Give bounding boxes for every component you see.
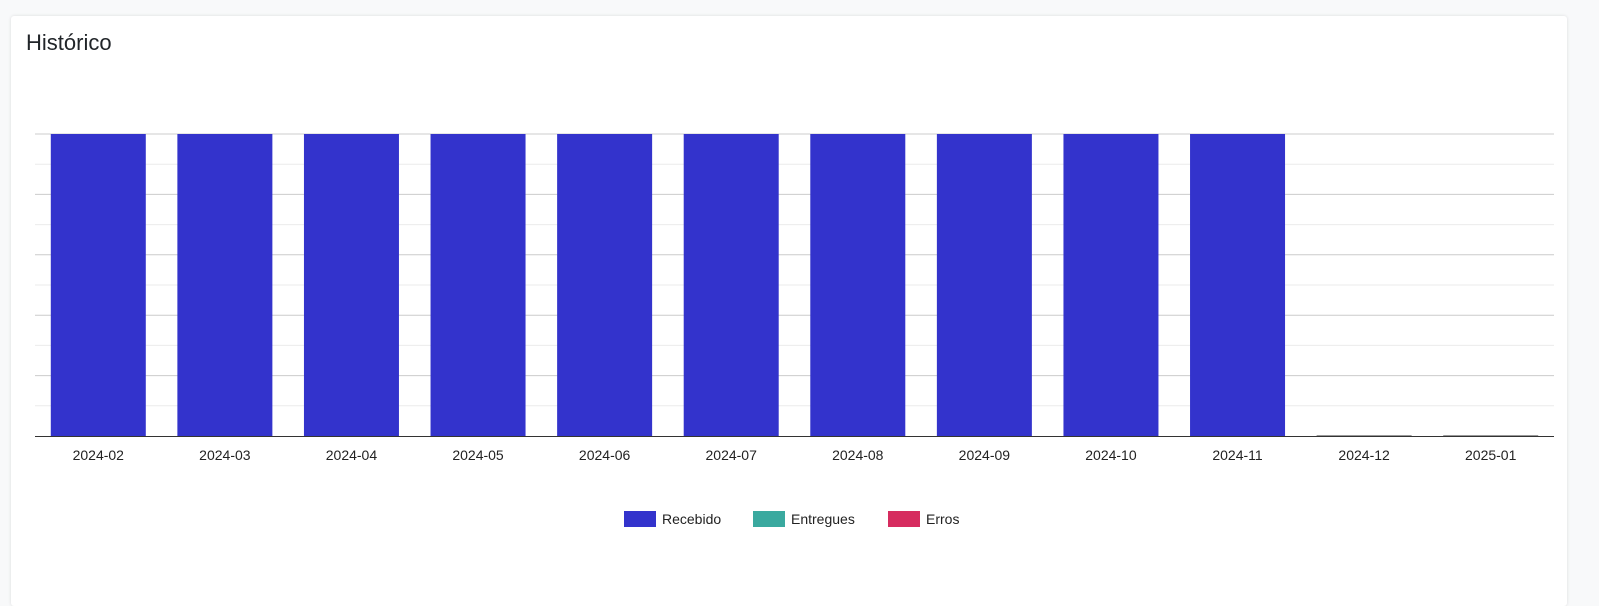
bar-recebido-2024-06[interactable]	[557, 134, 653, 436]
legend-swatch-entregues[interactable]	[753, 511, 785, 527]
x-tick-label: 2024-11	[1212, 447, 1263, 463]
bar-recebido-2024-08[interactable]	[810, 134, 906, 436]
chart-bars	[50, 134, 1539, 436]
x-tick-label: 2024-12	[1338, 447, 1390, 463]
x-tick-label: 2024-08	[832, 447, 884, 463]
legend-label-entregues[interactable]: Entregues	[791, 511, 855, 527]
bar-recebido-2024-04[interactable]	[303, 134, 399, 436]
bar-recebido-2025-01[interactable]	[1443, 435, 1539, 436]
chart-gridlines	[35, 133, 1554, 407]
x-tick-label: 2024-05	[452, 447, 504, 463]
chart-x-axis: 2024-02 2024-03 2024-04 2024-05 2024-06 2024-…	[35, 436, 1554, 463]
legend-swatch-erros[interactable]	[888, 511, 920, 527]
legend-swatch-recebido[interactable]	[624, 511, 656, 527]
legend-label-erros[interactable]: Erros	[926, 511, 959, 527]
bar-recebido-2024-05[interactable]	[430, 134, 526, 436]
x-tick-label: 2024-06	[579, 447, 631, 463]
bar-recebido-2024-11[interactable]	[1190, 134, 1286, 436]
bar-recebido-2024-02[interactable]	[50, 134, 146, 436]
bar-recebido-2024-09[interactable]	[936, 134, 1032, 436]
x-tick-label: 2024-02	[73, 447, 125, 463]
x-tick-label: 2025-01	[1465, 447, 1517, 463]
x-tick-label: 2024-07	[706, 447, 758, 463]
bar-recebido-2024-03[interactable]	[177, 134, 273, 436]
x-tick-label: 2024-04	[326, 447, 378, 463]
bar-recebido-2024-10[interactable]	[1063, 134, 1159, 436]
bar-recebido-2024-12[interactable]	[1316, 435, 1412, 436]
chart-legend[interactable]: Recebido Entregues Erros	[624, 511, 959, 527]
card-title: Histórico	[26, 30, 112, 55]
bar-recebido-2024-07[interactable]	[683, 134, 779, 436]
x-tick-label: 2024-09	[959, 447, 1011, 463]
x-tick-label: 2024-10	[1085, 447, 1137, 463]
legend-label-recebido[interactable]: Recebido	[662, 511, 721, 527]
x-tick-label: 2024-03	[199, 447, 251, 463]
